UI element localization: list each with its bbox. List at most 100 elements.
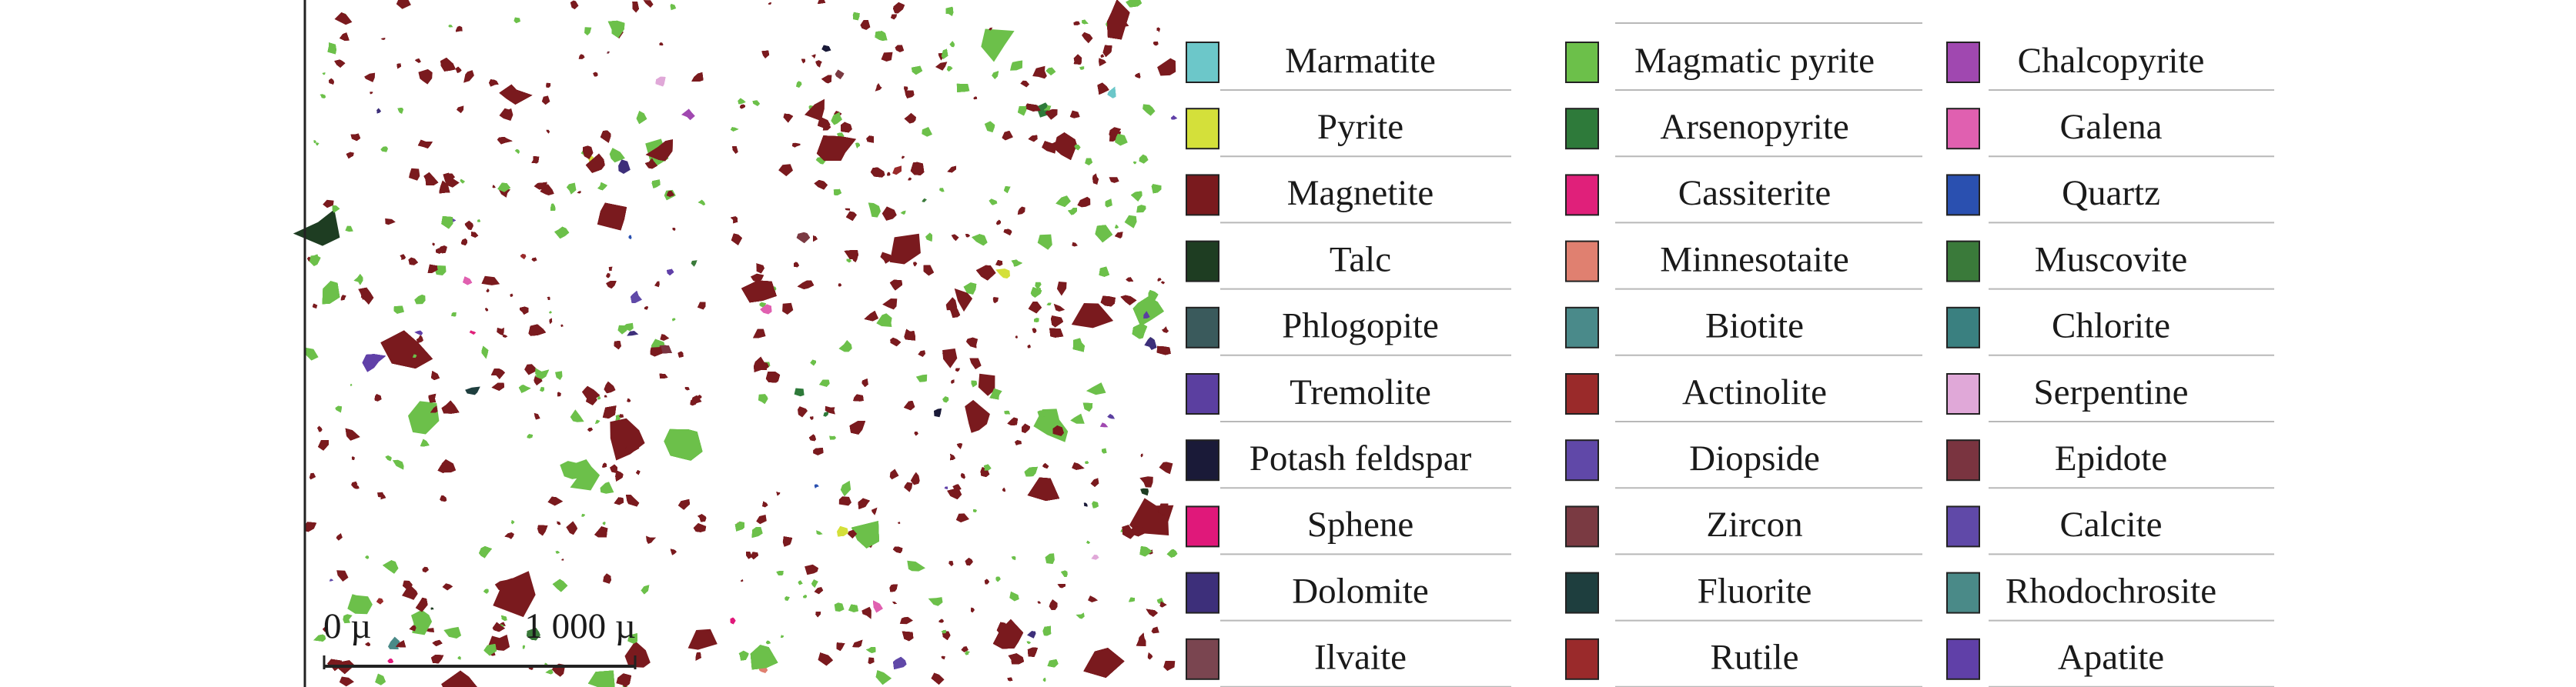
- particle: [834, 602, 845, 612]
- particle: [500, 585, 506, 592]
- particle: [942, 396, 949, 403]
- particle: [948, 561, 954, 567]
- particle: [795, 81, 802, 88]
- particle: [315, 142, 319, 145]
- legend-label: Chalcopyrite: [2018, 41, 2205, 81]
- particle: [984, 121, 995, 133]
- legend-label: Tremolite: [1290, 372, 1431, 412]
- particle: [881, 52, 893, 62]
- particle: [758, 394, 768, 405]
- particle: [554, 226, 570, 239]
- particle: [684, 387, 690, 391]
- particle: [347, 594, 373, 615]
- particle: [844, 250, 858, 260]
- particle: [376, 598, 383, 605]
- particle: [415, 597, 428, 612]
- particle: [996, 219, 1001, 225]
- particle: [350, 133, 361, 142]
- legend-label: Arsenopyrite: [1660, 107, 1848, 147]
- particle: [1136, 205, 1146, 213]
- particle: [1083, 502, 1088, 507]
- particle: [602, 462, 607, 468]
- particle: [941, 655, 945, 660]
- particle: [1076, 612, 1085, 619]
- particle: [442, 583, 453, 591]
- particle: [848, 604, 858, 612]
- particle: [963, 282, 977, 295]
- particle: [365, 642, 370, 646]
- particle: [942, 351, 948, 356]
- particle: [602, 522, 606, 525]
- particle: [374, 394, 382, 402]
- particle: [1068, 208, 1077, 215]
- particle: [618, 159, 631, 174]
- particle: [659, 373, 668, 379]
- particle: [734, 521, 744, 532]
- particle: [1045, 67, 1056, 75]
- particle: [1069, 110, 1080, 118]
- particle: [481, 275, 500, 285]
- particle: [890, 337, 902, 347]
- particle: [907, 560, 925, 572]
- particle: [965, 558, 973, 566]
- particle: [698, 302, 706, 310]
- particle: [518, 385, 531, 393]
- particle: [327, 42, 336, 55]
- particle: [691, 72, 704, 82]
- particle: [925, 232, 932, 242]
- particle: [587, 670, 615, 687]
- particle: [1139, 154, 1149, 164]
- particle: [889, 469, 899, 480]
- particle: [643, 0, 654, 8]
- particle: [1072, 338, 1085, 352]
- particle: [1132, 323, 1148, 339]
- particle: [335, 405, 343, 413]
- particle: [814, 180, 828, 190]
- particle: [1161, 281, 1165, 285]
- particle: [479, 546, 492, 559]
- particle: [323, 627, 327, 632]
- particle: [332, 205, 340, 213]
- particle: [904, 401, 915, 411]
- legend-label: Serpentine: [2034, 372, 2189, 412]
- legend-label: Pyrite: [1317, 107, 1403, 147]
- legend-label: Magmatic pyrite: [1634, 41, 1875, 81]
- particle: [1142, 104, 1156, 116]
- particle: [984, 579, 989, 585]
- particle: [570, 0, 579, 10]
- particle: [627, 633, 637, 644]
- particle: [464, 220, 473, 231]
- particle: [1146, 609, 1158, 617]
- particle: [581, 513, 586, 517]
- particle: [875, 670, 892, 685]
- particle: [756, 263, 764, 274]
- particle: [593, 72, 598, 77]
- particle: [1105, 198, 1112, 208]
- particle: [1083, 648, 1125, 678]
- legend-swatch: [1186, 42, 1219, 83]
- particle: [681, 108, 695, 121]
- particle: [514, 148, 520, 155]
- particle: [534, 182, 547, 190]
- particle: [1049, 328, 1064, 338]
- particle: [1071, 303, 1114, 328]
- particle: [751, 527, 763, 538]
- particle: [631, 291, 642, 303]
- particle: [1109, 177, 1119, 183]
- particle: [1151, 184, 1162, 194]
- particle: [313, 140, 316, 143]
- particle: [547, 296, 550, 300]
- particle: [866, 135, 874, 143]
- particle: [801, 58, 805, 64]
- particle: [934, 408, 942, 418]
- particle: [340, 32, 350, 41]
- particle: [595, 419, 601, 424]
- particle: [566, 521, 578, 535]
- particle: [396, 0, 411, 9]
- legend-swatch: [1186, 108, 1219, 150]
- particle: [796, 232, 811, 243]
- particle: [1014, 439, 1022, 445]
- particle: [946, 65, 953, 72]
- particle: [945, 6, 954, 16]
- particle: [1027, 631, 1036, 639]
